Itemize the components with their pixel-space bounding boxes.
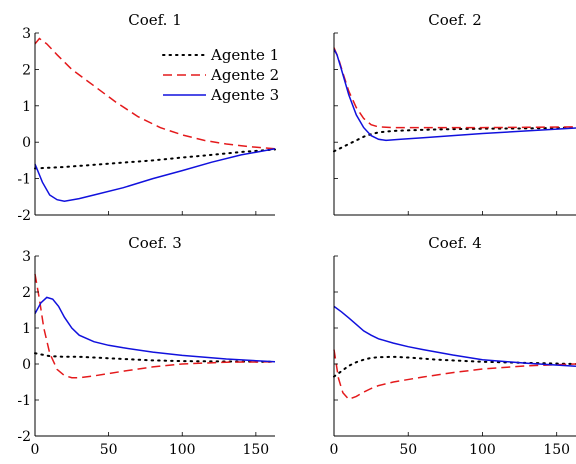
series-line-agente-2 (333, 349, 576, 401)
legend-label: Agente 3 (210, 86, 279, 104)
y-tick-label: -2 (17, 208, 31, 224)
series-line-agente-3 (333, 305, 576, 367)
panel-title: Coef. 2 (428, 11, 481, 29)
panel-4: Coef. 4 0 50 100 150 (330, 234, 576, 458)
y-tick-label: -1 (17, 172, 31, 188)
y-tick-label: -2 (17, 429, 31, 445)
panel-2: Coef. 2 (333, 11, 576, 216)
y-tick-label: 2 (22, 62, 31, 78)
panel-title: Coef. 3 (128, 234, 181, 252)
series-line-agente-1 (34, 352, 276, 363)
y-tick-label: 3 (22, 249, 31, 265)
x-tick-label: 50 (100, 442, 118, 458)
series-line-agente-1 (333, 126, 576, 153)
y-tick-label: 0 (22, 357, 31, 373)
x-tick-label: 100 (469, 442, 496, 458)
y-tick-label: 2 (22, 285, 31, 301)
panel-3: Coef. 3 -2 -1 0 1 2 3 0 50 100 150 (17, 234, 276, 458)
x-tick-label: 100 (169, 442, 196, 458)
legend-label: Agente 1 (210, 46, 279, 64)
panel-title: Coef. 4 (428, 234, 481, 252)
y-tick-label: 0 (22, 135, 31, 151)
x-tick-label: 50 (399, 442, 417, 458)
legend-label: Agente 2 (210, 66, 279, 84)
y-tick-label: -1 (17, 393, 31, 409)
series-line-agente-1 (333, 355, 576, 378)
series-line-agente-3 (34, 148, 276, 202)
y-tick-label: 1 (22, 321, 31, 337)
x-tick-label: 0 (330, 442, 339, 458)
series-line-agente-2 (34, 273, 276, 379)
panel-1: Coef. 1 -2 -1 0 1 2 3 (17, 11, 276, 224)
series-line-agente-2 (333, 47, 576, 129)
series-line-agente-1 (34, 148, 276, 170)
x-tick-label: 150 (543, 442, 570, 458)
series-line-agente-2 (34, 37, 276, 150)
panel-title: Coef. 1 (128, 11, 181, 29)
series-line-agente-3 (333, 49, 576, 142)
x-tick-label: 150 (242, 442, 269, 458)
y-tick-label: 3 (22, 26, 31, 42)
series-line-agente-3 (34, 296, 276, 363)
legend: Agente 1 Agente 2 Agente 3 (162, 46, 279, 104)
x-tick-label: 0 (31, 442, 40, 458)
y-tick-label: 1 (22, 99, 31, 115)
